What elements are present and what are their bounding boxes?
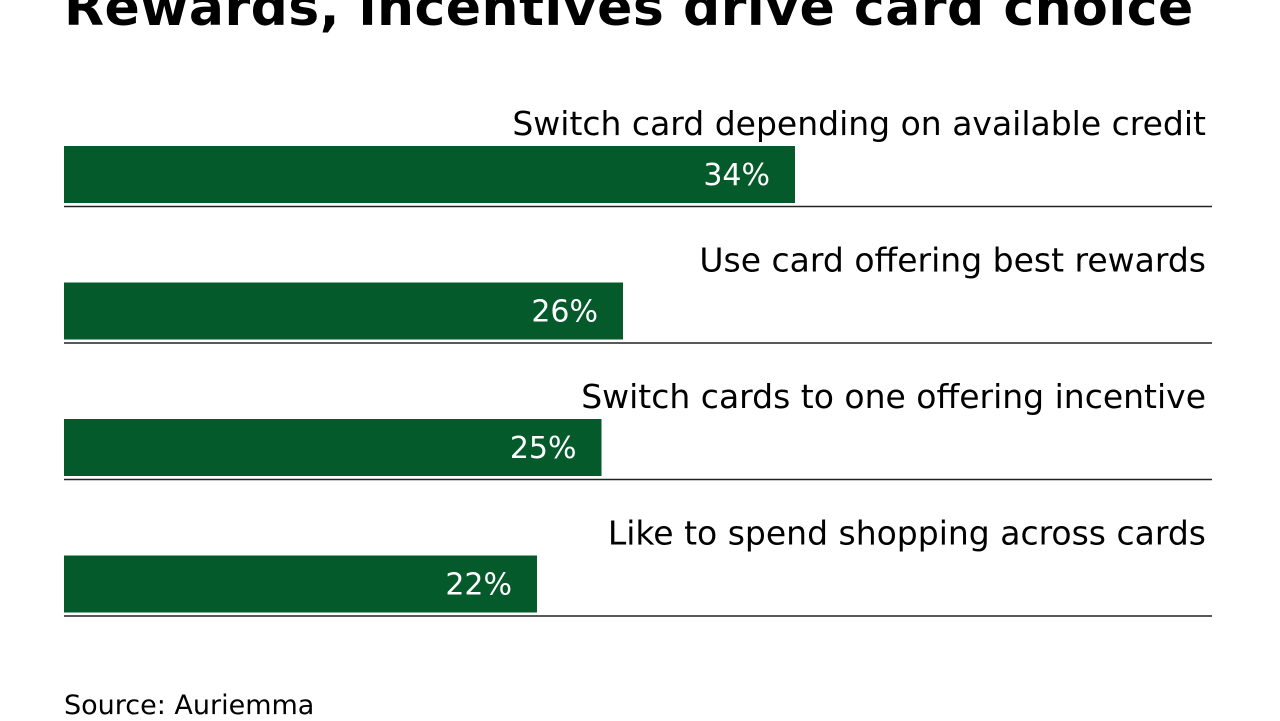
chart-title: Rewards, incentives drive card choice — [64, 0, 1194, 38]
bar — [64, 555, 537, 613]
value-label: 26% — [531, 295, 598, 330]
value-label: 25% — [510, 431, 577, 466]
bar — [64, 146, 795, 203]
category-label: Use card offering best rewards — [699, 241, 1206, 280]
category-label: Switch card depending on available credi… — [512, 104, 1206, 143]
value-label: 22% — [445, 568, 512, 603]
value-label: 34% — [703, 158, 770, 193]
category-label: Switch cards to one offering incentive — [581, 377, 1206, 416]
bar — [64, 282, 623, 340]
category-label: Like to spend shopping across cards — [608, 514, 1206, 553]
bar — [64, 419, 602, 476]
source-note: Source: Auriemma — [64, 690, 315, 721]
